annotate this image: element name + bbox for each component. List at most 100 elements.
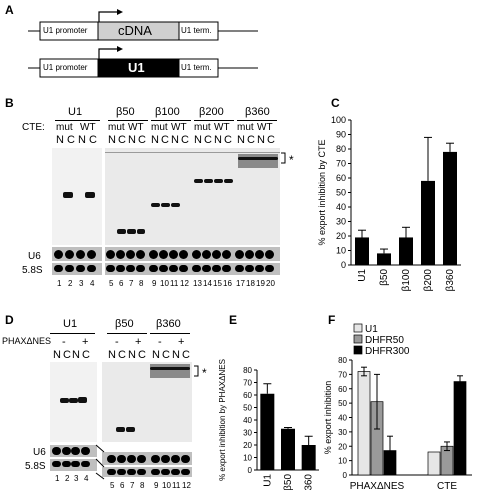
term-label-2: U1 term.: [181, 63, 212, 72]
band: [126, 427, 135, 432]
y-axis-label: % export inhibition by CTE: [317, 139, 327, 245]
nc-label: N: [78, 134, 86, 146]
blot-b-u6-label: U6: [28, 251, 41, 262]
u6-band: [136, 250, 145, 259]
ruler-u1: [55, 120, 100, 121]
x-tick-label: U1: [357, 269, 368, 282]
blot-b-group-u1: U1: [68, 106, 83, 118]
legend-swatch: [353, 334, 363, 344]
panel-a-constructs: [28, 9, 258, 78]
rrna-band: [54, 265, 63, 272]
tss-arrow-2: [98, 48, 121, 59]
x-tick-label: PHAXΔNES: [350, 481, 405, 492]
u6-band: [116, 250, 125, 259]
lane-number: 13: [193, 279, 202, 288]
rrna-band: [126, 265, 135, 272]
u6-band: [71, 447, 80, 455]
bar: [421, 180, 435, 265]
lane-number: 12: [182, 481, 191, 490]
y-tick-label: 90: [336, 130, 346, 140]
tss-arrow-1: [98, 11, 121, 22]
y-tick-label: 30: [336, 217, 346, 227]
blot-b-rrna-label: 5.8S: [22, 265, 43, 276]
blot-b-group-b200: β200: [199, 106, 224, 118]
lane-number: 6: [120, 481, 125, 490]
blot-b-group-b100: β100: [155, 106, 180, 118]
nc-label: C: [138, 349, 146, 361]
u6-band: [54, 250, 63, 259]
y-tick-label: 50: [336, 188, 346, 198]
u6-band: [65, 250, 74, 259]
y-tick-label: 80: [338, 356, 347, 365]
rrna-band: [245, 265, 254, 272]
nc-label: N: [108, 349, 116, 361]
lane-number: 15: [213, 279, 222, 288]
band: [85, 192, 95, 198]
phax-sign: +: [82, 336, 89, 348]
x-tick-label: β50: [283, 474, 294, 490]
smear: [105, 152, 280, 153]
lane-number: 19: [256, 279, 265, 288]
bracket-b: [281, 152, 286, 164]
u6-band: [265, 250, 274, 259]
u6-band: [52, 447, 61, 455]
nc-label: C: [267, 134, 275, 146]
y-tick-label: 80: [243, 366, 252, 375]
y-axis-label: % export inhibition by PHAXΔNES: [218, 359, 227, 481]
rrna-band: [127, 469, 136, 475]
nc-label: N: [172, 349, 180, 361]
phax-sign: +: [135, 336, 142, 348]
u6-band: [171, 455, 180, 463]
band: [116, 427, 125, 432]
u6-band: [87, 250, 96, 259]
rrna-band: [151, 469, 160, 475]
nc-label: N: [214, 134, 222, 146]
u6-band: [212, 250, 221, 259]
cdna-label: cDNA: [118, 23, 152, 38]
lane-number: 8: [140, 481, 145, 490]
bar: [399, 237, 413, 265]
y-tick-label: 10: [243, 454, 252, 463]
lane-number: 10: [160, 279, 169, 288]
ruler-b360: [237, 120, 277, 121]
u6-band: [149, 250, 158, 259]
y-tick-label: 70: [338, 370, 347, 379]
nc-label: C: [118, 134, 126, 146]
nc-label: N: [108, 134, 116, 146]
blot-d-left: [50, 362, 97, 442]
u6-band: [126, 250, 135, 259]
u6-band: [169, 250, 178, 259]
band: [78, 397, 87, 403]
lane-number: 2: [65, 474, 70, 483]
term-box-1: [178, 21, 219, 41]
bar: [260, 393, 275, 470]
legend-label: DHFR300: [365, 346, 410, 357]
rrna-band: [136, 265, 145, 272]
u6-band: [235, 250, 244, 259]
promoter-label-1: U1 promoter: [43, 26, 88, 35]
cte-state-label: mut: [56, 122, 73, 133]
rrna-band: [107, 469, 116, 475]
lane-number: 5: [110, 481, 115, 490]
panel-a-letter: A: [5, 3, 14, 17]
bar: [355, 237, 369, 265]
lane-number: 9: [154, 481, 159, 490]
rrna-band: [169, 265, 178, 272]
bar: [377, 253, 391, 265]
lane-number: 1: [57, 279, 62, 288]
y-tick-label: 50: [243, 404, 252, 413]
chart-f: 0 10 20 30 40 50 60 70 80 % export inhibition PHAX…: [323, 323, 472, 492]
x-tick-label: U1: [262, 474, 273, 487]
y-tick-label: 0: [343, 471, 348, 480]
y-tick-label: 0: [248, 466, 253, 475]
u6-band: [76, 250, 85, 259]
band: [69, 398, 78, 403]
nc-label: C: [63, 349, 71, 361]
nc-label: N: [171, 134, 179, 146]
nc-label: C: [204, 134, 212, 146]
bar: [443, 151, 457, 265]
legend-label: U1: [365, 324, 378, 335]
blot-b-right: [105, 148, 280, 245]
rrna-band: [137, 469, 146, 475]
rrna-band: [106, 265, 115, 272]
